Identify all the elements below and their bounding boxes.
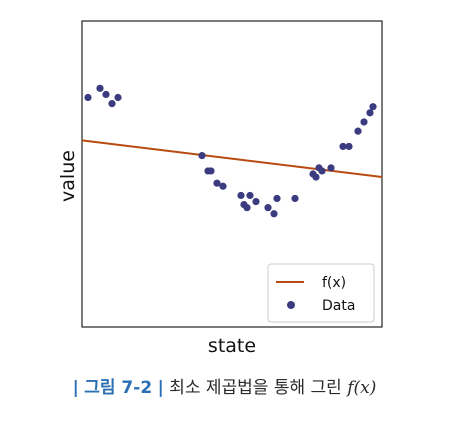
caption-bar-left: | [72, 378, 79, 398]
legend-label-fx: f(x) [322, 275, 346, 291]
data-point [84, 93, 92, 102]
x-axis-label: state [208, 335, 256, 357]
data-point [369, 103, 377, 111]
data-point [237, 191, 245, 200]
data-point [198, 152, 206, 160]
data-point [366, 109, 374, 117]
data-point [114, 93, 122, 102]
data-point [318, 167, 326, 175]
legend-box [267, 263, 375, 323]
data-point [360, 118, 368, 126]
data-point [270, 210, 278, 218]
data-point [96, 84, 104, 92]
caption-figure-label: 그림 7-2 [84, 378, 153, 398]
data-point [312, 173, 320, 181]
data-point [252, 197, 260, 206]
caption-text: 최소 제곱법을 통해 그린 [169, 378, 342, 398]
data-point [339, 142, 347, 151]
data-point [108, 100, 116, 108]
data-point [354, 127, 362, 135]
legend: f(x) Data [267, 263, 375, 323]
data-point [219, 182, 227, 190]
data-point [264, 204, 272, 212]
caption-bar-right: | [157, 378, 164, 398]
legend-marker-swatch [287, 301, 295, 309]
caption-function: f(x) [347, 378, 377, 398]
data-point [273, 194, 281, 203]
y-axis-label: value [57, 150, 79, 202]
plot-marks [81, 84, 383, 218]
data-point [246, 191, 254, 200]
chart: state value f(x) Data [57, 20, 383, 357]
data-point [213, 179, 221, 187]
figure-caption: | 그림 7-2 | 최소 제곱법을 통해 그린 f(x) [0, 373, 449, 398]
data-point [243, 204, 251, 212]
data-point [207, 167, 215, 175]
legend-label-data: Data [322, 298, 355, 314]
data-point [345, 142, 353, 151]
data-point [291, 194, 299, 203]
data-point [102, 90, 110, 99]
data-point [327, 164, 335, 172]
